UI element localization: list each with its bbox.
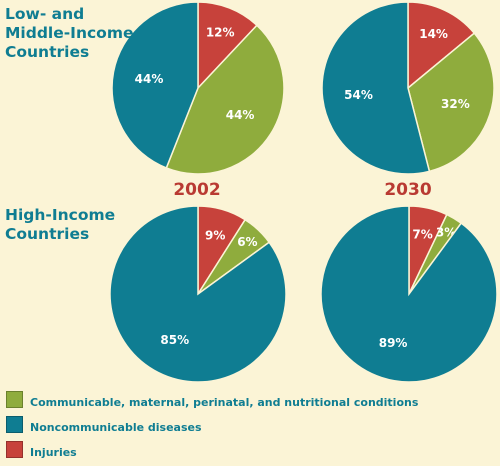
slice-value-label: 44% bbox=[226, 108, 255, 122]
row-label-high-income: High-Income Countries bbox=[5, 206, 115, 244]
row-label-line: Countries bbox=[5, 43, 90, 61]
noncommunicable-swatch-icon bbox=[6, 416, 23, 433]
pie-chart-2030-low-middle: 14% 32% 54% bbox=[321, 1, 495, 175]
pie-slice-communicable bbox=[407, 32, 495, 173]
slice-value-label: 7% bbox=[412, 227, 432, 241]
year-label-2002: 2002 bbox=[173, 180, 221, 200]
row-label-line: Countries bbox=[5, 225, 90, 243]
slice-value-label: 32% bbox=[441, 97, 470, 111]
row-label-line: Middle-Income bbox=[5, 24, 134, 42]
pie-slice-communicable bbox=[165, 24, 285, 175]
slice-value-label: 85% bbox=[160, 333, 189, 347]
legend-label: Injuries bbox=[30, 446, 77, 459]
row-label-line: Low- and bbox=[5, 5, 85, 23]
pie-slice-injuries bbox=[407, 1, 476, 90]
injuries-swatch-icon bbox=[6, 441, 23, 458]
pie-chart-2002-high: 9% 6% 85% bbox=[109, 205, 287, 383]
slice-value-label: 54% bbox=[344, 88, 373, 102]
year-label-2030: 2030 bbox=[384, 180, 432, 200]
slice-value-label: 9% bbox=[205, 228, 225, 242]
slice-value-label: 89% bbox=[379, 336, 408, 350]
pie-slice-injuries bbox=[197, 1, 258, 90]
row-label-low-middle-income: Low- and Middle-Income Countries bbox=[5, 5, 134, 62]
pie-slice-noncommunicable bbox=[109, 205, 287, 383]
pie-slice-noncommunicable bbox=[111, 1, 199, 169]
row-label-line: High-Income bbox=[5, 206, 116, 224]
pie-slice-noncommunicable bbox=[320, 205, 498, 383]
legend-label: Noncommunicable diseases bbox=[30, 421, 202, 434]
slice-value-label: 44% bbox=[135, 72, 164, 86]
slice-value-label: 6% bbox=[237, 235, 257, 249]
communicable-swatch-icon bbox=[6, 391, 23, 408]
pie-slice-noncommunicable bbox=[321, 1, 431, 175]
slice-value-label: 14% bbox=[419, 27, 448, 41]
legend-label: Communicable, maternal, perinatal, and n… bbox=[30, 396, 419, 409]
slice-value-label: 12% bbox=[206, 26, 235, 40]
pie-chart-2002-low-middle: 12% 44% 44% bbox=[111, 1, 285, 175]
pie-chart-2030-high: 7% 3%89% bbox=[320, 205, 498, 383]
